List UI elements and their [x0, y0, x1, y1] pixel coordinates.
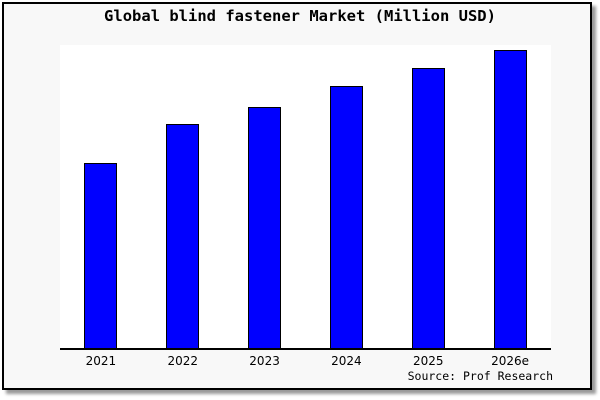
bar-2025 [411, 68, 445, 348]
plot-area [60, 45, 551, 350]
bar-slot-2023 [224, 45, 306, 348]
x-tick-label-2023: 2023 [249, 354, 280, 368]
x-tick-label-2025: 2025 [412, 354, 444, 368]
x-tick-label-2021: 2021 [85, 354, 117, 368]
bar-2024 [329, 86, 363, 348]
bar-2021 [84, 163, 118, 348]
bar-slot-2021 [60, 45, 142, 348]
bar-slot-2025 [387, 45, 469, 348]
bar-2026e [493, 50, 527, 348]
x-tick-label-2024: 2024 [331, 354, 362, 368]
bar-slot-2022 [142, 45, 224, 348]
source-note: Source: Prof Research [407, 369, 553, 383]
x-tick-label-2022: 2022 [167, 354, 199, 368]
bar-slot-2026e [469, 45, 551, 348]
bars-container [60, 45, 551, 348]
bar-2023 [248, 107, 282, 348]
bar-2022 [166, 124, 200, 348]
x-tick-label-2026e: 2026e [491, 354, 530, 368]
x-axis-labels: 2021 2022 2023 2024 2025 2026e [60, 354, 551, 368]
bar-slot-2024 [305, 45, 387, 348]
chart-title: Global blind fastener Market (Million US… [104, 7, 496, 25]
